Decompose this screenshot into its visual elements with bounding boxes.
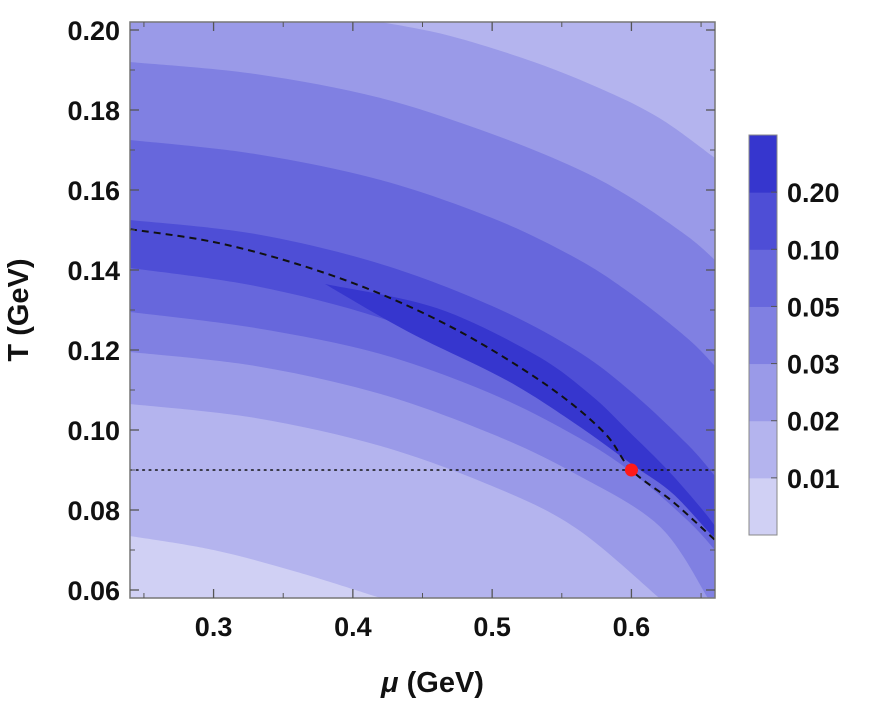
x-tick-label: 0.4 xyxy=(334,612,372,642)
colorbar-label: 0.02 xyxy=(787,407,840,437)
y-tick-label: 0.12 xyxy=(67,336,120,366)
colorbar-segment xyxy=(749,192,777,250)
plot-area xyxy=(130,22,715,598)
colorbar-segment xyxy=(749,420,777,479)
contour-band-lower-1 xyxy=(130,404,660,598)
colorbar-label: 0.03 xyxy=(787,350,840,380)
x-tick-label: 0.5 xyxy=(473,612,511,642)
axes-layer: 0.3 0.4 0.5 0.6 0.06 0.08 0.10 0.12 0.14 0.16 0.18… xyxy=(67,16,715,642)
x-axis-title: μ (GeV) xyxy=(380,667,484,699)
y-tick-label: 0.20 xyxy=(67,16,120,46)
contour-band-lower-0 xyxy=(130,536,381,598)
y-tick-label: 0.18 xyxy=(67,96,120,126)
colorbar-segment xyxy=(749,477,777,536)
x-tick-label: 0.3 xyxy=(195,612,233,642)
y-axis-label: T (GeV) xyxy=(3,258,35,361)
x-axis-unit: (GeV) xyxy=(399,667,484,699)
overlay-layer xyxy=(130,228,715,541)
colorbar-segment xyxy=(749,249,777,307)
x-tick-label: 0.6 xyxy=(613,612,651,642)
critical-point-marker xyxy=(624,463,638,477)
colorbar-label: 0.10 xyxy=(787,235,840,265)
colorbar-label: 0.05 xyxy=(787,292,840,322)
colorbar-label: 0.01 xyxy=(787,464,840,494)
y-tick-label: 0.10 xyxy=(67,416,120,446)
colorbar-label: 0.20 xyxy=(787,178,840,208)
colorbar-segment xyxy=(749,135,777,193)
colorbar-segment xyxy=(749,363,777,422)
colorbar-segment xyxy=(749,306,777,365)
colorbar-legend: 0.01 0.02 0.03 0.05 0.10 0.20 xyxy=(748,134,840,536)
y-tick-label: 0.08 xyxy=(67,496,120,526)
y-tick-label: 0.16 xyxy=(67,176,120,206)
x-axis-symbol: μ xyxy=(380,667,399,699)
y-axis-title: T (GeV) xyxy=(3,258,35,361)
y-tick-label: 0.14 xyxy=(67,256,120,286)
colorbar-frame xyxy=(748,134,778,536)
y-tick-label: 0.06 xyxy=(67,576,120,606)
